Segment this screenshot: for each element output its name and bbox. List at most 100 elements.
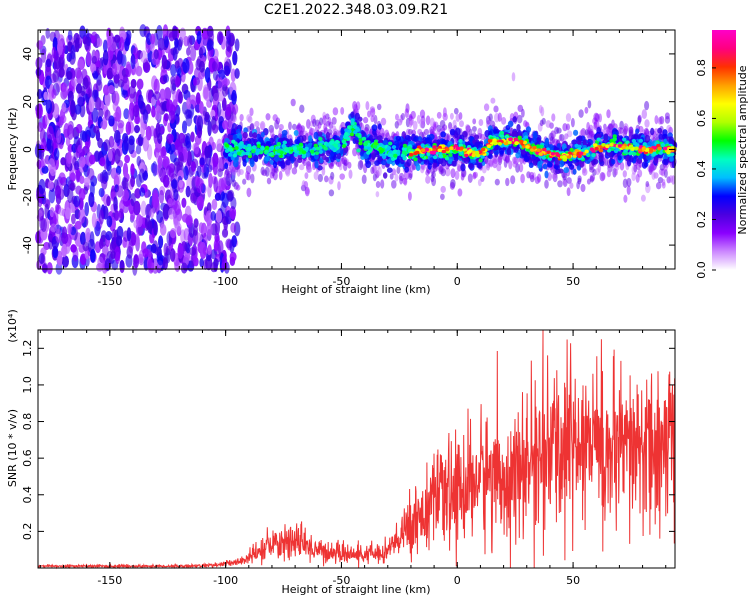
spectrogram-cell [46,138,52,151]
spectrogram-cell [77,144,83,154]
spectrogram-cell [79,175,85,185]
spectrogram-cell [217,168,223,178]
spectrogram-cell [517,104,524,113]
spectrogram-cell [336,152,342,160]
spectrogram-cell [79,130,87,141]
spectrogram-cell [460,163,466,172]
spectrogram-cell [623,194,628,203]
spectrogram-cell [341,139,347,144]
spectrogram-cell [45,99,53,114]
spectrogram-cell [494,178,500,186]
spectrogram-cell [145,42,151,54]
spectrogram-cell [589,130,595,138]
spectrogram-cell [353,125,358,129]
spectrogram-cell [169,227,177,239]
spectrogram-cell [213,176,219,193]
spectrogram-cell [195,92,201,105]
spectrogram-cell [92,70,99,80]
spectrogram-cell [458,139,463,143]
spectrogram-cell [373,114,378,125]
spectrogram-cell [99,238,104,250]
spectrogram-cell [477,127,483,137]
spectrogram-cell [395,135,402,141]
spectrogram-cell [125,121,132,135]
spectrogram-cell [380,117,387,126]
spectrogram-cell [442,112,448,121]
spectrogram-cell [449,112,454,120]
spectrogram-cell [158,189,165,204]
spectrogram-cell [184,135,191,145]
spectrogram-cell [593,119,600,129]
spectrogram-cell [58,116,65,126]
spectrogram-cell [67,124,74,140]
spectrogram-cell [658,133,664,141]
spectrogram-cell [449,181,455,190]
spectrogram-cell [393,153,398,158]
spectrogram-cell [664,116,671,124]
spectrogram-cell [231,139,236,144]
spectrogram-cell [137,94,144,109]
spectrogram-cell [178,132,186,144]
spectrogram-cell [136,78,144,90]
spectrogram-cell [325,150,331,157]
spectrogram-cell [115,106,122,123]
spectrogram-cell [662,129,668,137]
spectrogram-cell [111,62,118,76]
spectrogram-cell [323,146,328,151]
spectrogram-cell [112,90,120,106]
spectrogram-cell [136,155,142,167]
spectrogram-cell [245,170,250,181]
spectrogram-cell [325,113,330,120]
spectrogram-cell [163,74,170,83]
spectrogram-cell [167,198,173,208]
spectrogram-cell [80,85,86,97]
spectrogram-cell [124,37,130,52]
spectrogram-cell [222,120,229,130]
spectrogram-cell [644,119,650,128]
spectrogram-cell [170,248,176,262]
spectrogram-cell [367,110,372,118]
spectrogram-cell [589,174,596,182]
spectrogram-cell [440,193,445,200]
spectrogram-cell [116,185,124,198]
spectrogram-cell [40,158,46,169]
spectrogram-cell [573,129,579,136]
spectrogram-cell [103,171,109,183]
spectrogram-cell [113,34,121,44]
spectrogram-cell [251,149,256,154]
spectrogram-cell [229,251,237,262]
spectrogram-cell [79,253,87,266]
spectrogram-cell [84,36,90,51]
spectrogram-cell [138,168,146,183]
spectrogram-cell [584,106,589,114]
spectrogram-cell [256,144,261,149]
spectrogram-cell [455,113,461,122]
spectrogram-cell [606,109,611,119]
spectrogram-cell [116,50,123,65]
spectrogram-cell [654,115,659,125]
spectrogram-cell [91,107,99,123]
spectrogram-cell [215,210,223,223]
spectrogram-cell [234,68,240,79]
spectrogram-cell [61,102,67,113]
spectrogram-cell [232,134,238,141]
spectrogram-cell [328,189,335,197]
spectrogram-cell [354,112,361,121]
spectrogram-cell [291,123,297,131]
spectrogram-cell [170,179,178,189]
spectrogram-cell [184,241,190,252]
spectrogram-cell [226,30,231,45]
spectrogram-cell [492,128,498,135]
spectrogram-cell [192,77,198,86]
spectrogram-cell [77,58,85,70]
spectrogram-cell [298,142,304,147]
spectrogram-cell [114,210,119,222]
spectrogram-cell [190,131,195,143]
spectrogram-cell [221,84,228,97]
spectrogram-cell [85,51,92,67]
spectrogram-cell [644,134,651,143]
spectrogram-cell [180,70,186,83]
spectrogram-cell [395,113,399,121]
spectrogram-cell [241,151,246,156]
spectrogram-cell [171,25,178,40]
